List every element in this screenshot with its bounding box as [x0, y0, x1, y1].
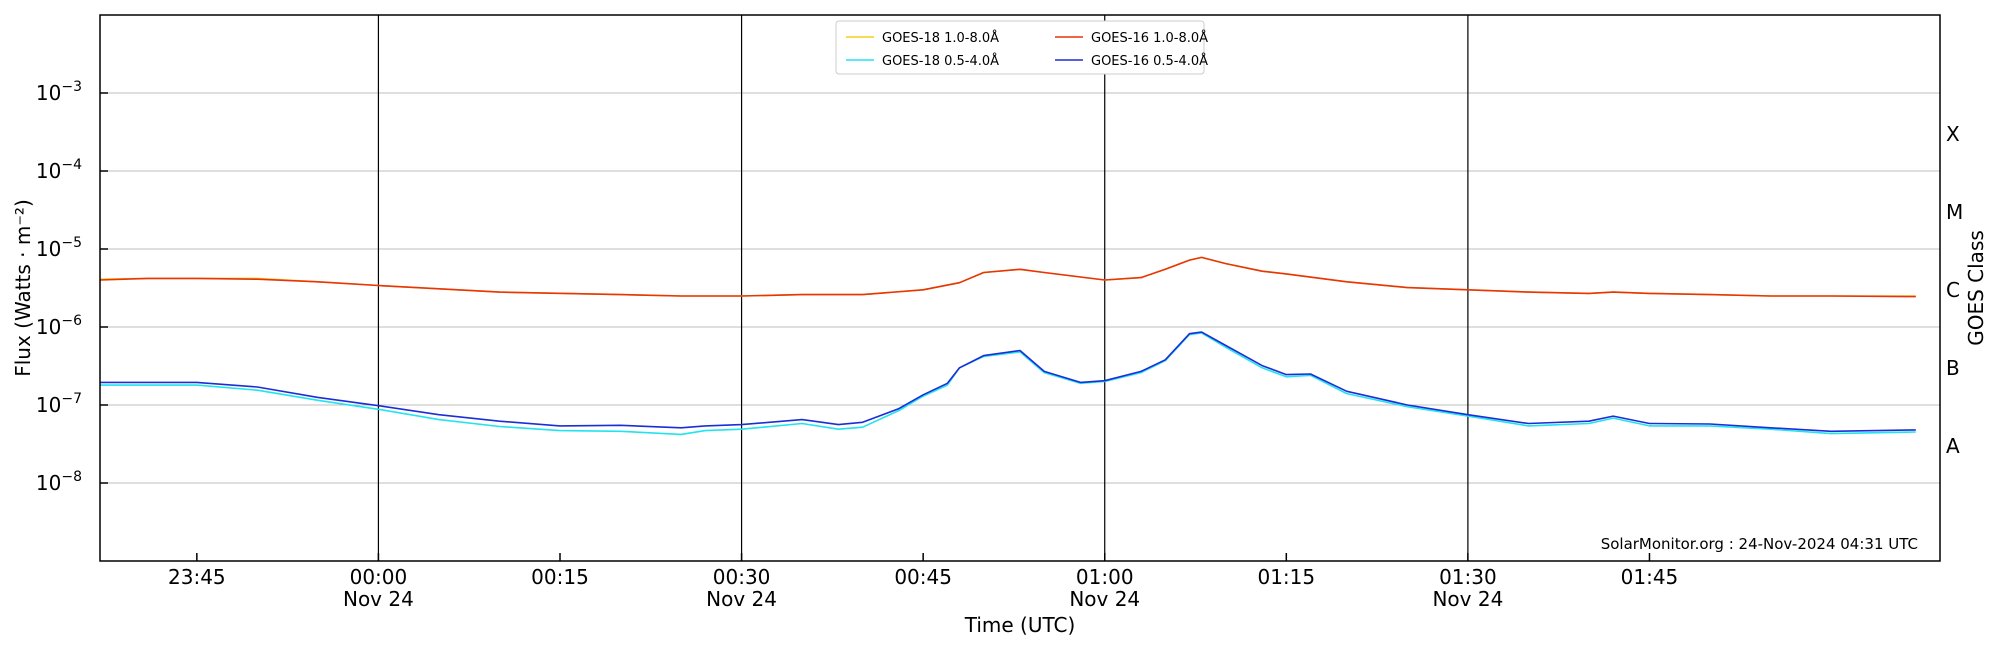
x-tick-label: 00:45 — [894, 565, 952, 589]
grid-layer — [100, 92, 1940, 484]
y-tick-label: 10−7 — [36, 391, 82, 417]
x-tick-label: 01:00 — [1076, 565, 1134, 589]
y-tick-label: 10−6 — [36, 313, 82, 339]
goes-class-label: B — [1946, 356, 1960, 380]
goes-class-label: C — [1946, 278, 1960, 302]
x-tick-sublabel: Nov 24 — [1432, 587, 1503, 611]
series-line — [99, 256, 1916, 297]
legend-items: GOES-18 1.0-8.0Å GOES-18 0.5-4.0Å GOES-16 … — [846, 30, 1208, 69]
y-tick-label: 10−4 — [36, 157, 82, 183]
x-tick-label: 23:45 — [168, 565, 226, 589]
legend-box — [835, 20, 1205, 75]
x-tick-label: 00:15 — [531, 565, 589, 589]
plot-frame — [99, 14, 1941, 562]
series-line — [100, 331, 1916, 433]
x-tick-label: 01:45 — [1621, 565, 1679, 589]
y-tick-label: 10−3 — [36, 79, 82, 105]
x-tick-label: 01:30 — [1439, 565, 1497, 589]
x-tick-label: 01:15 — [1257, 565, 1315, 589]
legend-label: GOES-16 1.0-8.0Å — [1091, 30, 1208, 46]
y-tick-label: 10−8 — [36, 469, 82, 495]
y-tick-label: 10−5 — [36, 235, 82, 261]
x-tick-sublabel: Nov 24 — [1069, 587, 1140, 611]
goes-class-label: A — [1946, 434, 1960, 458]
legend-label: GOES-16 0.5-4.0Å — [1091, 53, 1208, 69]
y2-axis-title: GOES Class — [1964, 230, 1988, 346]
vertical-lines-layer — [377, 15, 1469, 561]
x-tick-label: 00:00 — [350, 565, 408, 589]
x-tick-label: 00:30 — [713, 565, 771, 589]
series-line — [99, 256, 1916, 298]
x-tick-sublabel: Nov 24 — [706, 587, 777, 611]
legend-label: GOES-18 0.5-4.0Å — [882, 53, 999, 69]
series-line — [100, 332, 1916, 436]
legend-label: GOES-18 1.0-8.0Å — [882, 30, 999, 46]
source-annotation: SolarMonitor.org : 24-Nov-2024 04:31 UTC — [1601, 535, 1918, 553]
x-axis-title: Time (UTC) — [964, 613, 1076, 637]
legend: GOES-18 1.0-8.0Å GOES-18 0.5-4.0Å GOES-16 … — [835, 20, 1208, 75]
x-tick-sublabel: Nov 24 — [343, 587, 414, 611]
goes-class-label: M — [1946, 200, 1963, 224]
y-axis-title: Flux (Watts · m⁻²) — [11, 199, 35, 377]
series-layer — [99, 256, 1916, 436]
goes-class-label: X — [1946, 122, 1960, 146]
